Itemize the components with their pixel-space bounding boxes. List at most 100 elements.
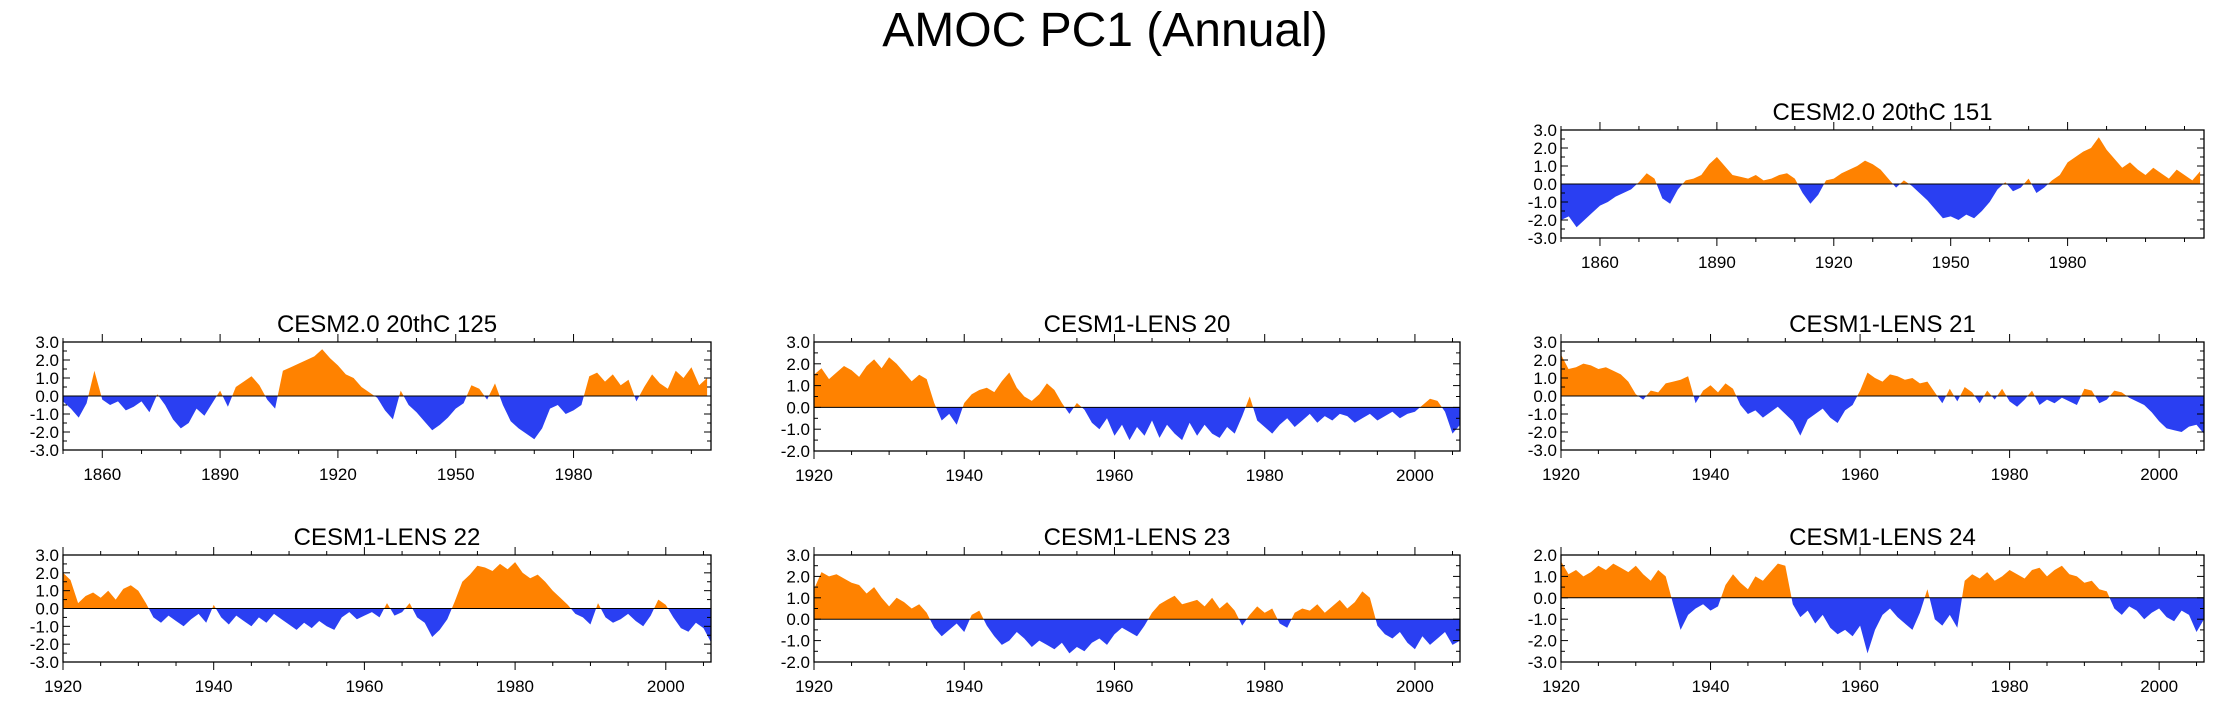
x-tick-label: 1980 — [496, 677, 534, 696]
panel-lens-23: CESM1-LENS 23 3.0 2.0 1.0 0.0 -1.0 -2.0 1920 194… — [781, 524, 1461, 696]
x-tick-label: 1980 — [1991, 677, 2029, 696]
y-tick-label: -1.0 — [1528, 610, 1557, 629]
y-tick-label: -1.0 — [781, 420, 810, 439]
y-tick-label: 3.0 — [786, 546, 810, 565]
panel-title: CESM2.0 20thC 125 — [277, 311, 497, 338]
x-tick-label: 1960 — [345, 677, 383, 696]
x-tick-label: 1920 — [795, 677, 833, 696]
y-tick-label: 0.0 — [35, 600, 59, 619]
positive-area — [814, 357, 1460, 408]
negative-area — [929, 619, 1460, 654]
panel-lens-20: CESM1-LENS 20 3.0 2.0 1.0 0.0 -1.0 -2.0 1920 194… — [781, 311, 1461, 485]
y-tick-label: 1.0 — [786, 377, 810, 396]
x-tick-label: 2000 — [647, 677, 685, 696]
x-tick-label: 1960 — [1096, 677, 1134, 696]
negative-area — [814, 407, 1460, 441]
x-tick-label: 1980 — [1991, 465, 2029, 484]
y-tick-label: -1.0 — [1528, 193, 1557, 212]
panel-lens-21: CESM1-LENS 21 3.02.01.00.0-1.0-2.0-3.0 192… — [1528, 311, 2205, 484]
y-tick-label: -2.0 — [781, 653, 810, 672]
y-tick-label: 0.0 — [1533, 589, 1557, 608]
x-tick-label: 1940 — [945, 466, 983, 485]
x-tick-label: 1940 — [195, 677, 233, 696]
panel-title: CESM1-LENS 22 — [294, 524, 481, 551]
x-tick-label: 1950 — [1932, 253, 1970, 272]
y-tick-label: 2.0 — [786, 355, 810, 374]
x-tick-label: 1860 — [83, 465, 121, 484]
positive-area — [63, 349, 708, 396]
x-tick-label: 1980 — [1246, 677, 1284, 696]
positive-area — [63, 562, 711, 609]
x-tick-label: 1940 — [1692, 677, 1730, 696]
y-tick-label: 1.0 — [1533, 157, 1557, 176]
x-tick-label: 1950 — [437, 465, 475, 484]
x-tick-label: 1920 — [1815, 253, 1853, 272]
y-tick-label: 2.0 — [1533, 546, 1557, 565]
y-tick-label: -3.0 — [1528, 229, 1557, 248]
x-tick-label: 2000 — [2140, 677, 2178, 696]
negative-area — [1561, 184, 2201, 228]
y-tick-label: -1.0 — [1528, 405, 1557, 424]
y-tick-label: -1.0 — [30, 617, 59, 636]
figure-title: AMOC PC1 (Annual) — [882, 4, 1327, 57]
negative-area — [1561, 396, 2204, 436]
x-tick-label: 1920 — [795, 466, 833, 485]
y-tick-label: 1.0 — [1533, 567, 1557, 586]
y-tick-label: -3.0 — [1528, 653, 1557, 672]
x-tick-label: 1890 — [201, 465, 239, 484]
x-tick-label: 1980 — [2049, 253, 2087, 272]
y-tick-label: 3.0 — [1533, 333, 1557, 352]
y-tick-label: -2.0 — [1528, 211, 1557, 230]
y-tick-label: 3.0 — [35, 333, 59, 352]
y-tick-label: 2.0 — [1533, 139, 1557, 158]
panel-title: CESM1-LENS 24 — [1789, 524, 1976, 551]
positive-area — [1561, 354, 2204, 396]
x-tick-label: 1980 — [1246, 466, 1284, 485]
panel-cesm2-125: CESM2.0 20thC 125 3.02.01.00.0-1.0-2.0-3.… — [30, 311, 712, 484]
panel-title: CESM1-LENS 21 — [1789, 311, 1976, 338]
y-tick-label: 2.0 — [1533, 351, 1557, 370]
panel-title: CESM1-LENS 20 — [1044, 311, 1231, 338]
x-tick-label: 1860 — [1581, 253, 1619, 272]
x-tick-label: 1920 — [1542, 465, 1580, 484]
x-tick-label: 1960 — [1096, 466, 1134, 485]
positive-area — [1561, 137, 2201, 184]
y-tick-label: -2.0 — [781, 442, 810, 461]
x-tick-label: 1920 — [319, 465, 357, 484]
negative-area — [1561, 597, 2204, 654]
panel-cesm2-151: CESM2.0 20thC 151 3.02.01.00.0-1.0-2.0-3.… — [1528, 99, 2205, 272]
x-tick-label: 2000 — [1396, 677, 1434, 696]
y-tick-label: 0.0 — [786, 398, 810, 417]
y-tick-label: 2.0 — [35, 351, 59, 370]
x-tick-label: 1980 — [555, 465, 593, 484]
y-tick-label: 0.0 — [35, 387, 59, 406]
panel-title: CESM1-LENS 23 — [1044, 524, 1231, 551]
y-tick-label: -2.0 — [1528, 632, 1557, 651]
panel-lens-24: CESM1-LENS 24 2.0 1.0 0.0 -1.0 -2.0 -3.0 1920 19… — [1528, 524, 2205, 696]
panel-lens-22: CESM1-LENS 22 3.02.01.00.0-1.0-2.0-3.0 192… — [30, 524, 712, 696]
y-tick-label: 3.0 — [1533, 121, 1557, 140]
panel-title: CESM2.0 20thC 151 — [1772, 99, 1992, 126]
y-tick-label: 3.0 — [35, 546, 59, 565]
y-tick-label: -3.0 — [1528, 441, 1557, 460]
y-tick-label: 3.0 — [786, 333, 810, 352]
x-tick-label: 1920 — [1542, 677, 1580, 696]
y-tick-label: -2.0 — [1528, 423, 1557, 442]
y-tick-label: -3.0 — [30, 441, 59, 460]
x-tick-label: 1940 — [1692, 465, 1730, 484]
positive-area — [814, 572, 1376, 620]
y-tick-label: -2.0 — [30, 423, 59, 442]
y-tick-label: 2.0 — [786, 567, 810, 586]
panels: CESM2.0 20thC 1513.02.01.00.0-1.0-2.0-3.… — [30, 99, 2205, 696]
y-tick-label: 2.0 — [35, 564, 59, 583]
y-tick-label: -2.0 — [30, 635, 59, 654]
x-tick-label: 1890 — [1698, 253, 1736, 272]
x-tick-label: 2000 — [2140, 465, 2178, 484]
positive-area — [1561, 561, 2110, 598]
x-tick-label: 1920 — [44, 677, 82, 696]
negative-area — [63, 396, 708, 440]
x-tick-label: 1960 — [1841, 677, 1879, 696]
y-tick-label: -3.0 — [30, 653, 59, 672]
y-tick-label: 0.0 — [786, 610, 810, 629]
